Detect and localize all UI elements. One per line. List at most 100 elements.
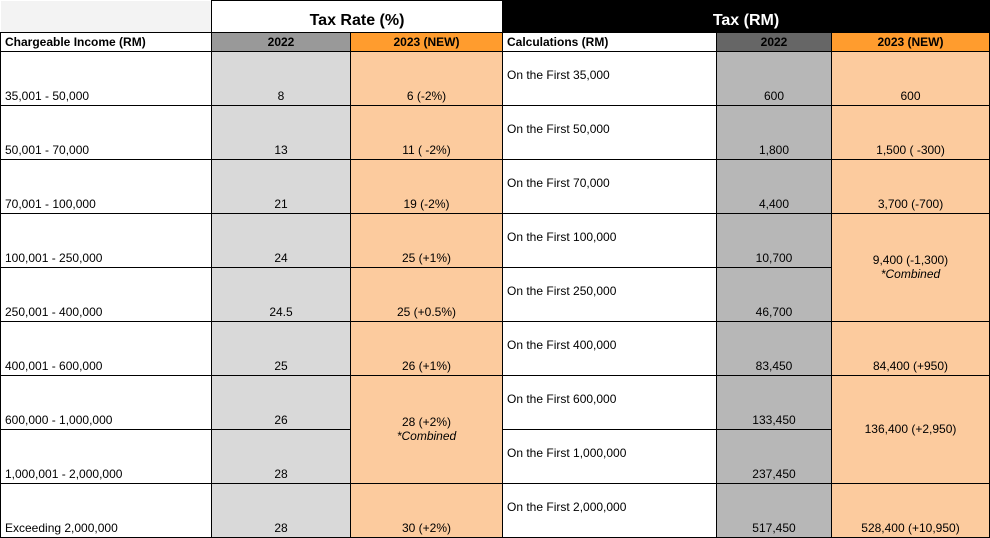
chargeable-income-header: Chargeable Income (RM) [0, 32, 212, 52]
table-row: Exceeding 2,000,000 28 30 (+2%) On the Firs… [0, 483, 990, 538]
rate-2023: 26 (+1%) [350, 321, 503, 376]
tax-2022-value: 517,450 [752, 521, 796, 535]
income-range: 250,001 - 400,000 [0, 267, 212, 322]
rate-2023: 25 (+1%) [350, 213, 503, 268]
rate-2022-value: 28 [274, 521, 288, 535]
tax-2022: 517,450 [716, 483, 832, 538]
tax-2023-value: 528,400 (+10,950) [861, 521, 960, 535]
tax-2022: 10,700 [716, 213, 832, 268]
rate-2022: 13 [211, 105, 351, 160]
tax-2023-value: 1,500 ( -300) [876, 143, 945, 157]
rate-2022-value: 25 [274, 359, 288, 373]
income-range-value: 400,001 - 600,000 [5, 359, 103, 373]
table-row: 400,001 - 600,000 25 26 (+1%) On the First … [0, 321, 990, 376]
income-range: 35,001 - 50,000 [0, 51, 212, 106]
table-row: 250,001 - 400,000 24.5 25 (+0.5%) On the Fi… [0, 267, 990, 322]
calculation-label: On the First 250,000 [502, 267, 717, 322]
rate-2023: 11 ( -2%) [350, 105, 503, 160]
tax-2022-value: 46,700 [755, 305, 793, 319]
rate-2023: 28 (+2%) *Combined [350, 375, 503, 484]
rate-2023-value: 6 (-2%) [406, 89, 447, 103]
calculation-label-value: On the First 100,000 [507, 229, 617, 244]
tax-2022: 600 [716, 51, 832, 106]
calculation-label: On the First 50,000 [502, 105, 717, 160]
calculation-label-value: On the First 70,000 [507, 175, 610, 190]
rate-2022-value: 28 [274, 467, 288, 481]
tax-2023-header: 2023 (NEW) [831, 32, 990, 52]
rate-2023: 25 (+0.5%) [350, 267, 503, 322]
income-range: 600,000 - 1,000,000 [0, 375, 212, 430]
income-range: 70,001 - 100,000 [0, 159, 212, 214]
income-range-value: 35,001 - 50,000 [5, 89, 90, 103]
rate-2023-value: 11 ( -2%) [402, 143, 451, 157]
rate-2022-value: 26 [274, 413, 288, 427]
income-range-value: 250,001 - 400,000 [5, 305, 103, 319]
rate-2022-header: 2022 [211, 32, 351, 52]
income-range-value: Exceeding 2,000,000 [5, 521, 118, 535]
tax-2023: 1,500 ( -300) [831, 105, 990, 160]
income-range-value: 70,001 - 100,000 [5, 197, 96, 211]
income-range: 100,001 - 250,000 [0, 213, 212, 268]
rate-2022: 24.5 [211, 267, 351, 322]
calculation-label-value: On the First 1,000,000 [507, 445, 627, 460]
rate-2023-value: 25 (+0.5%) [396, 305, 457, 319]
calculation-label-value: On the First 250,000 [507, 283, 617, 298]
income-range: 50,001 - 70,000 [0, 105, 212, 160]
rate-2022: 24 [211, 213, 351, 268]
tax-2022-value: 10,700 [755, 251, 793, 265]
table-row: 600,000 - 1,000,000 26 28 (+2%) *Combined On… [0, 375, 990, 484]
table-row: 50,001 - 70,000 13 11 ( -2%) On the First 5… [0, 105, 990, 160]
income-range-value: 1,000,001 - 2,000,000 [5, 467, 123, 481]
rate-2022: 26 [211, 375, 351, 430]
tax-2022: 1,800 [716, 105, 832, 160]
rate-2023-value: 26 (+1%) [401, 359, 452, 373]
rate-2022: 28 [211, 483, 351, 538]
rate-2023-value: 28 (+2%) [401, 414, 452, 429]
rate-2023: 19 (-2%) [350, 159, 503, 214]
calculation-label: On the First 1,000,000 [502, 429, 717, 484]
rate-2022-value: 13 [274, 143, 288, 157]
tax-2022-value: 1,800 [758, 143, 790, 157]
tax-2022-value: 83,450 [755, 359, 793, 373]
tax-2023: 136,400 (+2,950) [831, 375, 990, 484]
rate-2022-value: 24 [274, 251, 288, 265]
table-row: 100,001 - 250,000 24 25 (+1%) On the First … [0, 213, 990, 322]
income-range-value: 100,001 - 250,000 [5, 251, 103, 265]
calculations-header: Calculations (RM) [502, 32, 717, 52]
tax-2022-header: 2022 [716, 32, 832, 52]
rate-2022: 28 [211, 429, 351, 484]
calculation-label-value: On the First 400,000 [507, 337, 617, 352]
tax-2022-value: 600 [763, 89, 785, 103]
tax-2023-value: 3,700 (-700) [877, 197, 944, 211]
calculation-label-value: On the First 600,000 [507, 391, 617, 406]
combined-note: *Combined [396, 428, 457, 443]
tax-2023: 84,400 (+950) [831, 321, 990, 376]
rate-2023-value: 25 (+1%) [401, 251, 452, 265]
tax-2023: 528,400 (+10,950) [831, 483, 990, 538]
tax-2023: 3,700 (-700) [831, 159, 990, 214]
calculation-label: On the First 70,000 [502, 159, 717, 214]
rate-2022: 8 [211, 51, 351, 106]
income-range: 1,000,001 - 2,000,000 [0, 429, 212, 484]
empty-corner [0, 0, 212, 33]
rate-2023-header: 2023 (NEW) [350, 32, 503, 52]
rate-2023: 6 (-2%) [350, 51, 503, 106]
rate-2023-value: 30 (+2%) [401, 521, 452, 535]
income-range: 400,001 - 600,000 [0, 321, 212, 376]
calculation-label: On the First 35,000 [502, 51, 717, 106]
tax-2022-value: 133,450 [752, 413, 796, 427]
combined-note: *Combined [880, 266, 941, 281]
tax-2022: 237,450 [716, 429, 832, 484]
tax-2023-value: 600 [900, 89, 921, 103]
table-row: 35,001 - 50,000 8 6 (-2%) On the First 35,0… [0, 51, 990, 106]
rate-2022: 25 [211, 321, 351, 376]
calculation-label-value: On the First 2,000,000 [507, 499, 627, 514]
income-range: Exceeding 2,000,000 [0, 483, 212, 538]
rate-2022-value: 24.5 [269, 305, 293, 319]
calculation-label: On the First 600,000 [502, 375, 717, 430]
calculation-label: On the First 2,000,000 [502, 483, 717, 538]
tax-2022: 83,450 [716, 321, 832, 376]
income-range-value: 50,001 - 70,000 [5, 143, 90, 157]
table-row: 70,001 - 100,000 21 19 (-2%) On the First 7… [0, 159, 990, 214]
